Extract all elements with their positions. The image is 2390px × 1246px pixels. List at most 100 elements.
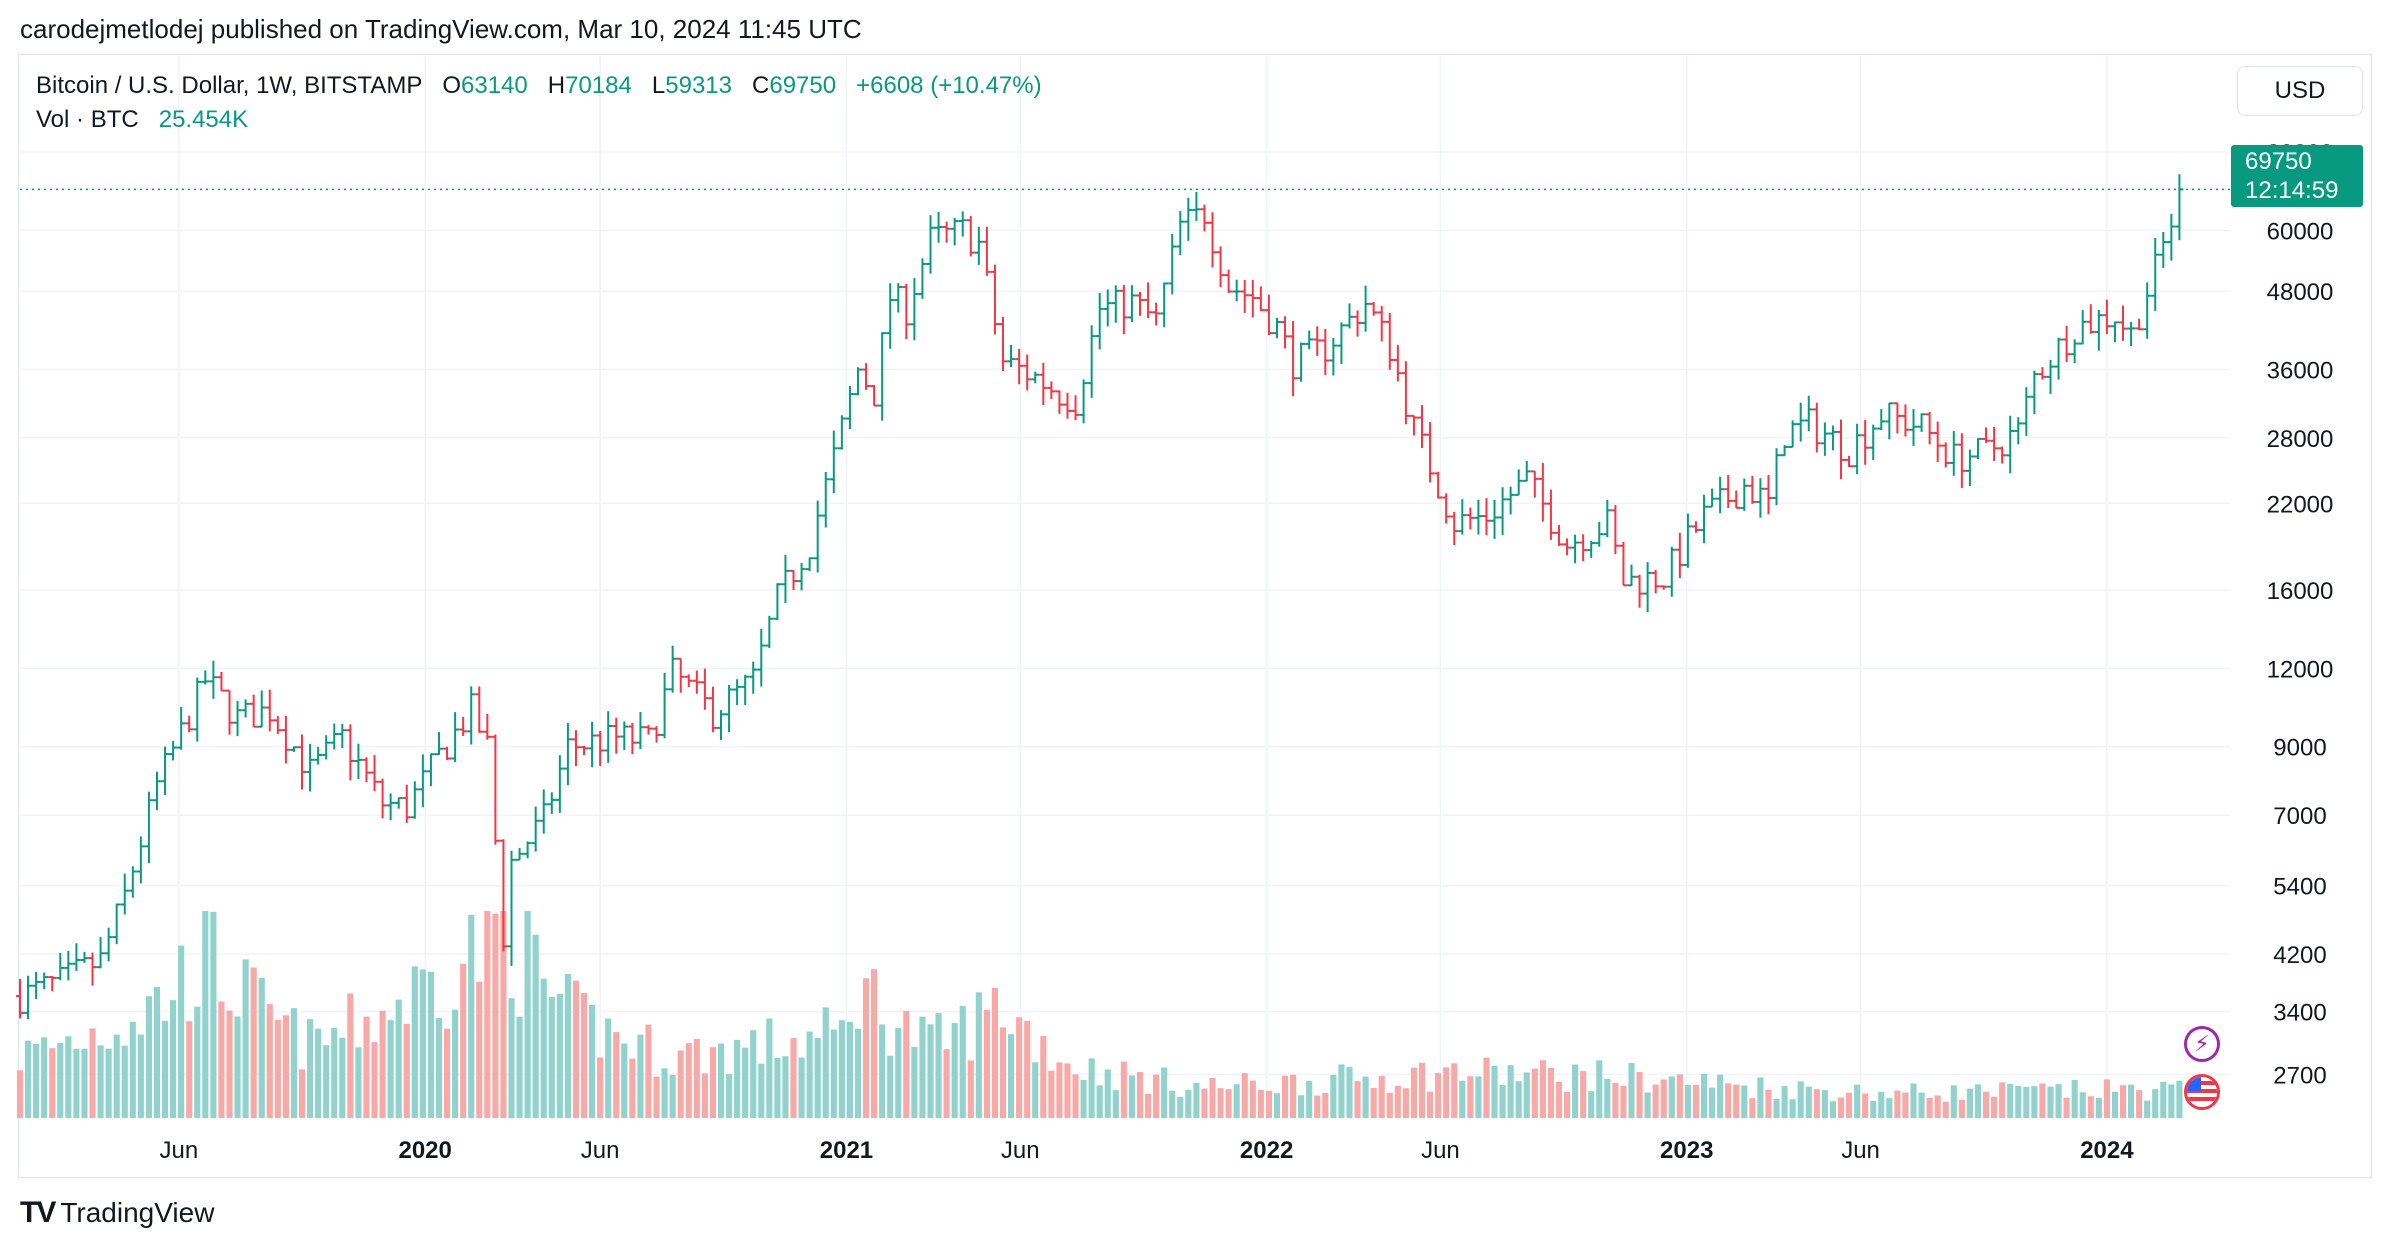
publisher-header: carodejmetlodej published on TradingView… — [20, 14, 862, 44]
time-tick-label: Jun — [1001, 1137, 1040, 1164]
volume-bar — [717, 1043, 725, 1118]
volume-bar — [339, 1037, 346, 1118]
volume-bar — [274, 1019, 281, 1118]
volume-bar — [1056, 1062, 1063, 1118]
symbol-name[interactable]: Bitcoin / U.S. Dollar, 1W, BITSTAMP — [36, 72, 423, 99]
volume-bar — [1652, 1084, 1659, 1118]
volume-bar — [653, 1076, 660, 1118]
price-tick-label: 2700 — [2273, 1062, 2326, 1089]
volume-bar — [290, 1008, 298, 1118]
volume-bar — [24, 1040, 32, 1118]
volume-bar — [1418, 1062, 1426, 1118]
volume-bar — [1386, 1092, 1393, 1118]
volume-bar — [1612, 1082, 1619, 1118]
volume-bar — [1346, 1067, 1353, 1118]
volume-bar — [1797, 1081, 1804, 1118]
volume-bar — [1153, 1074, 1160, 1118]
volume-bar — [1692, 1084, 1700, 1118]
volume-legend: Vol · BTC 25.454K — [36, 106, 248, 134]
volume-bar — [1902, 1092, 1909, 1118]
volume-bar — [1080, 1079, 1087, 1118]
volume-bar — [1144, 1093, 1152, 1118]
volume-bar — [1676, 1074, 1683, 1118]
volume-bar — [210, 911, 217, 1118]
time-tick-label: Jun — [159, 1137, 198, 1164]
volume-bars — [16, 910, 2183, 1118]
volume-bar — [89, 1028, 96, 1118]
volume-bar — [1088, 1058, 1095, 1118]
volume-bar — [508, 998, 515, 1118]
volume-bar — [1757, 1077, 1764, 1118]
volume-bar — [1209, 1077, 1216, 1118]
volume-bar — [258, 977, 265, 1118]
volume-bar — [661, 1068, 668, 1118]
time-tick-label: Jun — [1421, 1137, 1460, 1164]
time-tick-label: 2024 — [2080, 1137, 2134, 1164]
volume-bar — [1604, 1078, 1611, 1118]
volume-bar — [895, 1028, 902, 1118]
volume-bar — [999, 1027, 1007, 1118]
volume-bar — [2144, 1100, 2151, 1118]
volume-bar — [1483, 1057, 1490, 1118]
volume-bar — [967, 1060, 974, 1118]
volume-bar — [1306, 1080, 1313, 1118]
volume-bar — [1660, 1079, 1667, 1118]
volume-bar — [145, 996, 152, 1118]
volume-bar — [766, 1018, 773, 1118]
volume-bar — [1443, 1067, 1450, 1118]
volume-bar — [597, 1057, 604, 1118]
volume-bar — [1837, 1097, 1845, 1118]
volume-bar — [1402, 1088, 1409, 1118]
time-tick-label: 2023 — [1660, 1137, 1713, 1164]
volume-bar — [137, 1034, 144, 1118]
volume-bar — [97, 1045, 104, 1118]
volume-bar — [556, 993, 563, 1118]
volume-bar — [1773, 1098, 1780, 1118]
volume-bar — [959, 1006, 966, 1118]
volume-bar — [1008, 1034, 1015, 1118]
volume-bar — [758, 1063, 765, 1118]
volume-bar — [2168, 1084, 2175, 1118]
volume-bar — [331, 1027, 338, 1118]
volume-bar — [887, 1055, 894, 1118]
volume-bar — [266, 1004, 273, 1118]
volume-bar — [1934, 1095, 1941, 1118]
volume-bar — [1128, 1075, 1135, 1118]
volume-bar — [798, 1057, 805, 1118]
volume-bar — [814, 1037, 821, 1118]
volume-bar — [2087, 1096, 2094, 1118]
volume-bar — [685, 1043, 692, 1118]
volume-label[interactable]: Vol · BTC — [36, 106, 139, 133]
volume-bar — [1378, 1075, 1385, 1118]
time-tick-label: Jun — [1841, 1137, 1880, 1164]
volume-bar — [1974, 1084, 1982, 1118]
volume-bar — [621, 1043, 628, 1118]
us-flag-event-icon[interactable] — [2184, 1074, 2220, 1110]
volume-bar — [1338, 1064, 1345, 1118]
tradingview-brand[interactable]: TV TradingView — [20, 1196, 214, 1230]
chart-frame[interactable] — [18, 54, 2372, 1178]
volume-bar — [2128, 1084, 2135, 1118]
volume-bar — [2152, 1089, 2159, 1118]
volume-bar — [2136, 1090, 2143, 1118]
lightning-event-icon[interactable]: ⚡ — [2184, 1026, 2220, 1062]
volume-bar — [1894, 1090, 1901, 1118]
volume-bar — [129, 1021, 136, 1118]
volume-bar — [121, 1045, 128, 1118]
volume-bar — [1273, 1093, 1281, 1118]
volume-bar — [1620, 1085, 1627, 1118]
volume-bar — [218, 1001, 225, 1118]
volume-bar — [1185, 1089, 1192, 1118]
volume-bar — [1024, 1020, 1031, 1118]
volume-bar — [1241, 1073, 1248, 1118]
open-value: 63140 — [461, 72, 528, 99]
volume-bar — [33, 1044, 40, 1118]
volume-bar — [1999, 1082, 2006, 1118]
currency-button[interactable]: USD — [2237, 66, 2363, 116]
volume-bar — [16, 1070, 24, 1118]
price-tick-label: 16000 — [2267, 578, 2334, 605]
volume-bar — [411, 966, 418, 1118]
volume-bar — [282, 1015, 289, 1118]
volume-bar — [701, 1073, 708, 1118]
